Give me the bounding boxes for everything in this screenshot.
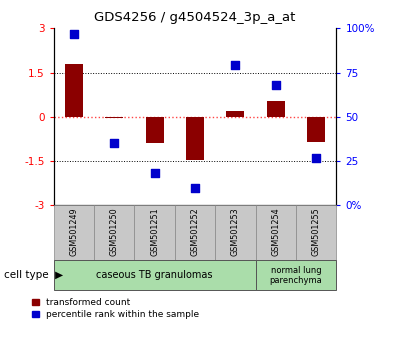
Point — [313, 155, 319, 160]
Bar — [146, 117, 164, 143]
Bar — [267, 101, 285, 117]
Point — [232, 63, 238, 68]
Text: GSM501255: GSM501255 — [312, 207, 321, 256]
Bar — [175, 205, 215, 260]
Text: GSM501254: GSM501254 — [271, 207, 280, 256]
Text: normal lung
parenchyma: normal lung parenchyma — [269, 266, 322, 285]
Point — [152, 171, 158, 176]
Text: GSM501249: GSM501249 — [69, 207, 78, 256]
Bar — [65, 64, 83, 117]
Bar — [54, 205, 94, 260]
Bar — [135, 205, 175, 260]
Bar — [105, 117, 123, 118]
Bar — [226, 111, 244, 117]
Point — [111, 141, 117, 146]
Bar — [256, 205, 296, 260]
Text: GSM501250: GSM501250 — [110, 207, 119, 256]
Text: GSM501252: GSM501252 — [191, 207, 199, 256]
Bar — [296, 205, 336, 260]
Point — [71, 31, 77, 36]
Bar — [256, 260, 336, 290]
Text: GSM501251: GSM501251 — [150, 207, 159, 256]
Text: cell type  ▶: cell type ▶ — [4, 270, 63, 280]
Bar — [186, 117, 204, 160]
Legend: transformed count, percentile rank within the sample: transformed count, percentile rank withi… — [32, 298, 199, 319]
Text: caseous TB granulomas: caseous TB granulomas — [96, 270, 213, 280]
Bar — [54, 260, 256, 290]
Title: GDS4256 / g4504524_3p_a_at: GDS4256 / g4504524_3p_a_at — [94, 11, 296, 24]
Text: GSM501253: GSM501253 — [231, 207, 240, 256]
Bar — [94, 205, 135, 260]
Bar — [215, 205, 256, 260]
Point — [273, 82, 279, 88]
Point — [192, 185, 198, 190]
Bar — [307, 117, 325, 142]
